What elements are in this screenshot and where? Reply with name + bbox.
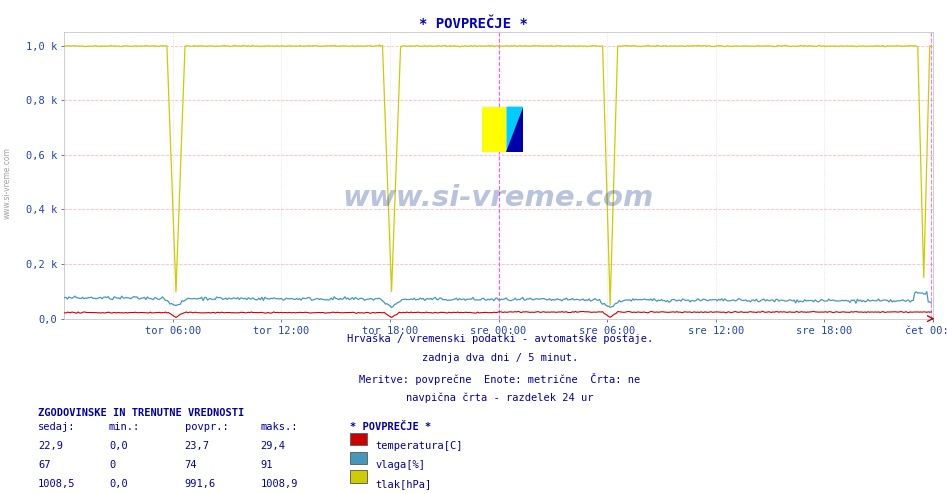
Text: 0,0: 0,0 <box>109 441 128 451</box>
Text: vlaga[%]: vlaga[%] <box>375 460 425 470</box>
Text: 91: 91 <box>260 460 273 470</box>
Text: min.:: min.: <box>109 422 140 432</box>
Text: povpr.:: povpr.: <box>185 422 228 432</box>
Text: tlak[hPa]: tlak[hPa] <box>375 479 431 489</box>
Text: maks.:: maks.: <box>260 422 298 432</box>
Text: 0: 0 <box>109 460 116 470</box>
Text: zadnja dva dni / 5 minut.: zadnja dva dni / 5 minut. <box>422 353 578 363</box>
Text: 74: 74 <box>185 460 197 470</box>
Text: 1008,5: 1008,5 <box>38 479 76 489</box>
Text: 0,0: 0,0 <box>109 479 128 489</box>
Text: Hrvaška / vremenski podatki - avtomatske postaje.: Hrvaška / vremenski podatki - avtomatske… <box>347 333 653 344</box>
Text: 67: 67 <box>38 460 50 470</box>
Text: 991,6: 991,6 <box>185 479 216 489</box>
Text: www.si-vreme.com: www.si-vreme.com <box>3 147 12 219</box>
Text: navpična črta - razdelek 24 ur: navpična črta - razdelek 24 ur <box>406 393 594 403</box>
Text: * POVPREČJE *: * POVPREČJE * <box>420 17 527 31</box>
Text: ZGODOVINSKE IN TRENUTNE VREDNOSTI: ZGODOVINSKE IN TRENUTNE VREDNOSTI <box>38 408 244 417</box>
Text: 1008,9: 1008,9 <box>260 479 298 489</box>
Text: 22,9: 22,9 <box>38 441 63 451</box>
Text: temperatura[C]: temperatura[C] <box>375 441 462 451</box>
Polygon shape <box>507 107 523 153</box>
Text: Meritve: povprečne  Enote: metrične  Črta: ne: Meritve: povprečne Enote: metrične Črta:… <box>360 373 640 385</box>
Polygon shape <box>507 107 523 153</box>
Text: sedaj:: sedaj: <box>38 422 76 432</box>
Text: 29,4: 29,4 <box>260 441 285 451</box>
Text: www.si-vreme.com: www.si-vreme.com <box>343 184 654 212</box>
Text: 23,7: 23,7 <box>185 441 209 451</box>
Text: * POVPREČJE *: * POVPREČJE * <box>350 422 432 432</box>
Bar <box>482 107 507 153</box>
